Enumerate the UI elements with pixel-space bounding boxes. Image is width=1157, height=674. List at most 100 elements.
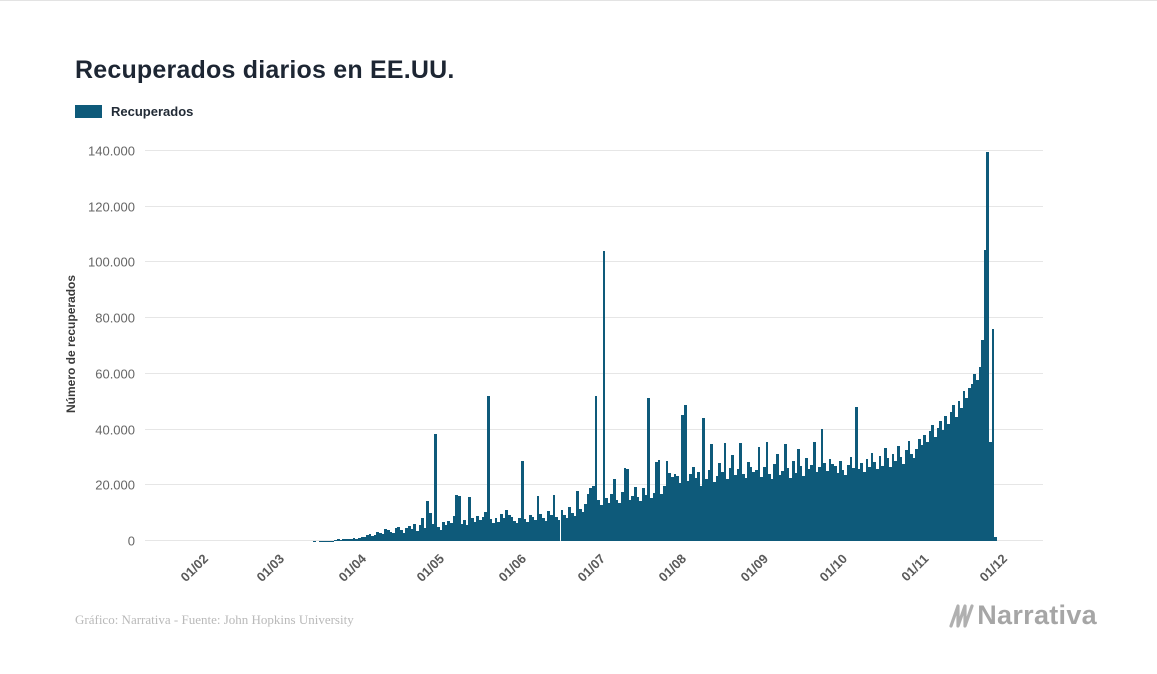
bar[interactable] (747, 462, 750, 541)
bar[interactable] (360, 536, 364, 541)
bar[interactable] (768, 473, 771, 541)
bar[interactable] (442, 522, 445, 541)
bar[interactable] (983, 250, 987, 541)
bar[interactable] (734, 474, 737, 541)
bar[interactable] (844, 474, 848, 541)
bar[interactable] (410, 529, 414, 541)
bar[interactable] (473, 522, 477, 541)
bar[interactable] (805, 458, 808, 541)
bar[interactable] (571, 512, 574, 541)
bar[interactable] (962, 391, 966, 541)
bar[interactable] (910, 453, 913, 541)
bar[interactable] (605, 498, 608, 541)
bar[interactable] (699, 485, 703, 541)
bar[interactable] (352, 538, 356, 541)
bar[interactable] (939, 420, 942, 541)
bar[interactable] (426, 501, 430, 541)
bar[interactable] (484, 512, 487, 541)
bar[interactable] (815, 471, 819, 541)
bar[interactable] (755, 470, 758, 541)
bar[interactable] (847, 464, 850, 541)
bar[interactable] (647, 398, 650, 541)
bar[interactable] (468, 497, 472, 541)
bar[interactable] (365, 535, 369, 541)
bar[interactable] (336, 539, 340, 541)
bar[interactable] (831, 464, 834, 541)
bar[interactable] (752, 471, 756, 541)
bar[interactable] (526, 521, 529, 541)
bar[interactable] (889, 466, 892, 541)
bar[interactable] (497, 521, 501, 541)
bar[interactable] (407, 525, 411, 541)
bar[interactable] (657, 459, 661, 541)
bar[interactable] (636, 497, 640, 541)
bar[interactable] (460, 524, 464, 541)
bar[interactable] (615, 499, 619, 541)
bar[interactable] (465, 524, 469, 541)
bar[interactable] (757, 446, 761, 541)
bar[interactable] (639, 501, 642, 541)
bar[interactable] (478, 519, 482, 541)
bar[interactable] (607, 502, 611, 541)
bar[interactable] (436, 526, 440, 541)
bar[interactable] (452, 516, 456, 541)
bar[interactable] (594, 395, 598, 541)
bar[interactable] (715, 475, 719, 541)
bar[interactable] (855, 407, 858, 541)
bar[interactable] (673, 473, 677, 541)
bar[interactable] (686, 480, 690, 541)
bar[interactable] (707, 469, 711, 541)
bar[interactable] (521, 460, 524, 541)
bar[interactable] (347, 538, 351, 541)
bar[interactable] (836, 473, 840, 541)
bar[interactable] (904, 450, 908, 541)
bar[interactable] (678, 483, 682, 541)
bar[interactable] (681, 414, 685, 541)
bar[interactable] (828, 459, 832, 541)
bar[interactable] (728, 468, 732, 541)
bar[interactable] (902, 463, 905, 541)
bar[interactable] (936, 427, 940, 541)
bar[interactable] (518, 518, 522, 541)
bar[interactable] (626, 469, 629, 541)
bar[interactable] (933, 437, 937, 541)
bar[interactable] (563, 514, 566, 541)
bar[interactable] (749, 466, 753, 541)
bar[interactable] (368, 533, 372, 541)
bar[interactable] (389, 531, 393, 541)
bar[interactable] (770, 478, 774, 541)
bar[interactable] (397, 526, 401, 541)
bar[interactable] (912, 458, 916, 541)
bar[interactable] (552, 495, 556, 541)
bar[interactable] (502, 518, 506, 541)
bar[interactable] (481, 516, 485, 541)
bar[interactable] (373, 534, 377, 541)
bar[interactable] (923, 434, 926, 541)
bar[interactable] (528, 515, 532, 541)
bar[interactable] (386, 530, 390, 541)
bar[interactable] (413, 524, 416, 541)
bar[interactable] (429, 512, 432, 541)
bar[interactable] (718, 463, 721, 541)
bar[interactable] (589, 487, 593, 541)
bar[interactable] (339, 539, 343, 541)
bar[interactable] (723, 442, 727, 541)
bar[interactable] (642, 488, 645, 541)
bar[interactable] (423, 527, 427, 541)
bar[interactable] (644, 495, 648, 541)
bar[interactable] (476, 515, 479, 541)
bar[interactable] (954, 417, 958, 541)
bar[interactable] (494, 517, 498, 541)
bar[interactable] (618, 503, 621, 541)
bar[interactable] (778, 475, 782, 541)
bar[interactable] (928, 431, 932, 541)
bar[interactable] (342, 539, 345, 541)
bar[interactable] (786, 467, 790, 541)
bar[interactable] (952, 404, 955, 541)
bar[interactable] (534, 520, 537, 541)
bar[interactable] (431, 524, 435, 541)
bar[interactable] (970, 383, 974, 541)
bar[interactable] (384, 529, 387, 541)
bar[interactable] (802, 475, 806, 541)
bar[interactable] (826, 470, 829, 541)
